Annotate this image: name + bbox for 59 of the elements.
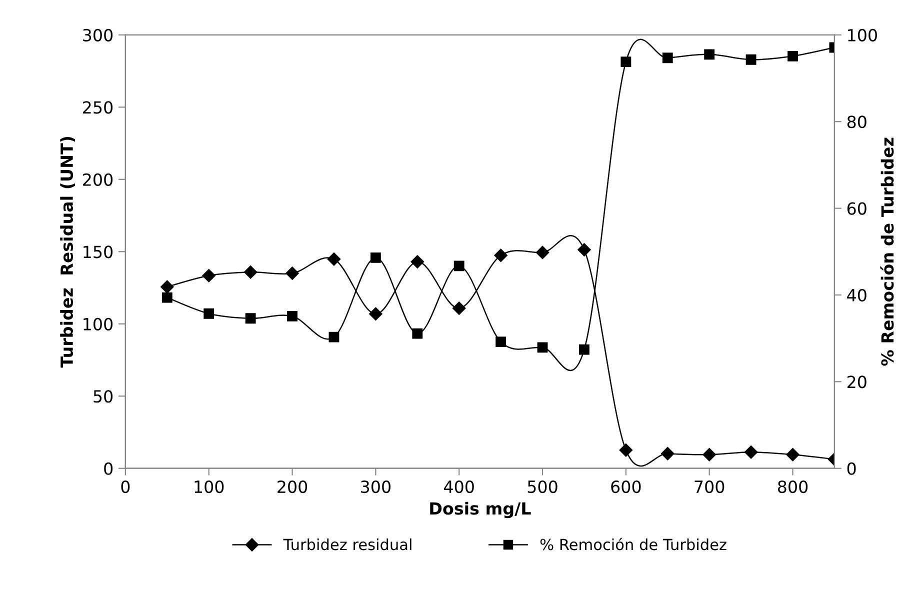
- y-axis-title: Turbidez Residual (UNT): [60, 136, 75, 368]
- point: [370, 252, 381, 263]
- point: [494, 248, 508, 262]
- point: [452, 302, 466, 315]
- point: [786, 448, 800, 462]
- point: [496, 336, 506, 347]
- y-tick-label: 150: [84, 246, 113, 258]
- x-tick-label: 500: [528, 480, 558, 494]
- point: [788, 50, 798, 62]
- point: [579, 344, 590, 355]
- point: [662, 52, 673, 64]
- x-tick-label: 0: [121, 480, 130, 494]
- y2-tick-label: 80: [847, 116, 866, 128]
- y-tick-label: 50: [94, 390, 113, 403]
- x-tick-label: 700: [694, 480, 724, 494]
- x-tick-label: 600: [611, 480, 641, 494]
- point: [454, 260, 464, 272]
- point: [369, 307, 382, 320]
- point: [327, 252, 341, 266]
- y2-axis-title: % Remoción de Turbidez: [880, 138, 894, 366]
- point: [619, 444, 633, 457]
- y2-tick-label: 0: [847, 462, 856, 475]
- point: [202, 269, 216, 282]
- point: [746, 54, 756, 65]
- point: [704, 49, 715, 60]
- y2-tick-label: 20: [847, 376, 866, 388]
- point: [702, 448, 716, 462]
- point: [536, 246, 550, 260]
- point: [287, 311, 298, 322]
- point: [160, 280, 174, 294]
- x-tick-label: 100: [194, 480, 224, 494]
- point: [204, 308, 214, 319]
- y-tick-label: 200: [83, 173, 113, 186]
- point: [328, 332, 340, 342]
- legend-label: Turbidez residual: [283, 538, 412, 550]
- point: [162, 292, 172, 303]
- x-tick-label: 400: [444, 480, 474, 494]
- legend-label: % Remoción de Turbidez: [540, 538, 726, 550]
- point: [244, 266, 258, 279]
- point: [245, 313, 256, 324]
- y-tick-label: 0: [104, 462, 113, 475]
- point: [744, 446, 758, 459]
- x-axis-title: Dosis mg/L: [430, 502, 531, 518]
- point: [537, 342, 548, 353]
- y-tick-label: 300: [83, 28, 113, 42]
- y-tick-label: 100: [84, 318, 113, 330]
- x-tick-label: 200: [278, 480, 308, 494]
- y2-tick-label: 40: [847, 288, 866, 302]
- point: [286, 266, 299, 280]
- point: [412, 328, 423, 339]
- point: [578, 243, 591, 256]
- x-tick-label: 800: [778, 480, 808, 494]
- point: [410, 255, 424, 268]
- y-tick-label: 250: [83, 101, 113, 114]
- point: [620, 56, 632, 67]
- x-tick-label: 300: [361, 480, 390, 494]
- y2-tick-label: 60: [847, 202, 866, 215]
- point: [661, 447, 674, 460]
- y2-tick-label: 100: [848, 28, 877, 42]
